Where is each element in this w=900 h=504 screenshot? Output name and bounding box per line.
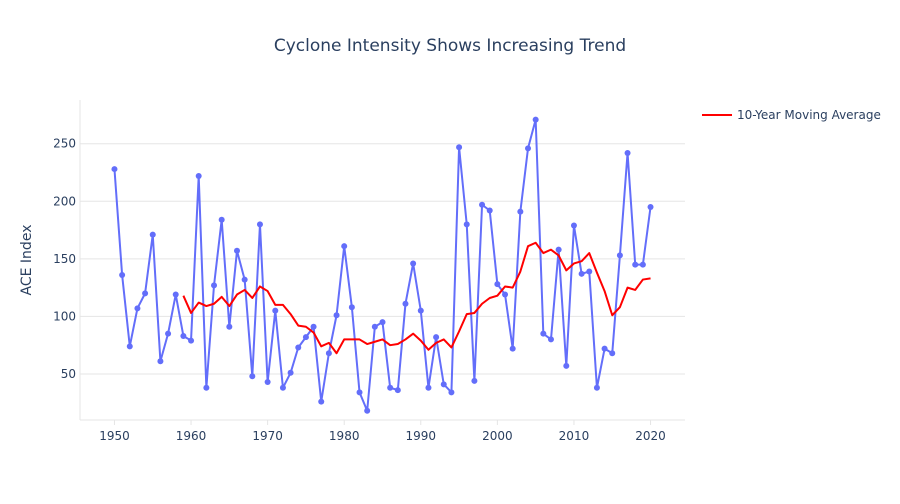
ace-data-point[interactable] <box>249 373 256 380</box>
ace-data-point[interactable] <box>195 172 202 179</box>
ace-data-point[interactable] <box>126 343 133 350</box>
ace-data-point[interactable] <box>555 246 562 253</box>
ace-data-point[interactable] <box>287 369 294 376</box>
ace-data-point[interactable] <box>272 307 279 314</box>
x-tick-label: 1950 <box>99 429 130 443</box>
y-tick-label: 200 <box>53 194 76 208</box>
ace-data-point[interactable] <box>471 377 478 384</box>
x-tick-label: 1980 <box>329 429 360 443</box>
ace-data-point[interactable] <box>616 252 623 259</box>
ace-data-point[interactable] <box>233 247 240 254</box>
ace-data-point[interactable] <box>264 379 271 386</box>
ace-data-point[interactable] <box>203 384 210 391</box>
ace-data-point[interactable] <box>410 260 417 267</box>
ace-data-point[interactable] <box>371 323 378 330</box>
ace-data-point[interactable] <box>509 345 516 352</box>
ace-data-point[interactable] <box>310 323 317 330</box>
ace-data-point[interactable] <box>279 384 286 391</box>
series-layer <box>111 116 654 414</box>
ace-data-point[interactable] <box>180 332 187 339</box>
moving-average-series-line[interactable] <box>182 241 651 355</box>
ace-data-point[interactable] <box>639 261 646 268</box>
ace-data-point[interactable] <box>525 145 532 152</box>
ace-data-point[interactable] <box>394 387 401 394</box>
ace-data-point[interactable] <box>601 345 608 352</box>
ace-data-point[interactable] <box>165 330 172 337</box>
ace-data-point[interactable] <box>425 384 432 391</box>
ace-data-point[interactable] <box>188 337 195 344</box>
ace-data-point[interactable] <box>502 291 509 298</box>
ace-data-point[interactable] <box>624 149 631 156</box>
ace-data-point[interactable] <box>479 201 486 208</box>
x-tick-label: 1970 <box>252 429 283 443</box>
ace-data-point[interactable] <box>547 336 554 343</box>
x-tick-label: 1960 <box>176 429 207 443</box>
ace-data-point[interactable] <box>142 290 149 297</box>
y-tick-label: 100 <box>53 309 76 323</box>
y-tick-label: 150 <box>53 252 76 266</box>
ace-data-point[interactable] <box>440 381 447 388</box>
y-tick-label: 250 <box>53 137 76 151</box>
ace-data-point[interactable] <box>256 221 263 228</box>
ace-data-point[interactable] <box>333 312 340 319</box>
legend[interactable]: 10-Year Moving Average <box>702 108 881 122</box>
ace-data-point[interactable] <box>570 222 577 229</box>
ace-data-point[interactable] <box>211 282 218 289</box>
ace-data-point[interactable] <box>241 276 248 283</box>
ace-data-point[interactable] <box>364 407 371 414</box>
ace-data-point[interactable] <box>463 221 470 228</box>
ace-data-point[interactable] <box>632 261 639 268</box>
legend-label[interactable]: 10-Year Moving Average <box>737 108 881 122</box>
x-tick-label: 2020 <box>635 429 666 443</box>
ace-data-point[interactable] <box>325 350 332 357</box>
ace-data-point[interactable] <box>486 207 493 214</box>
ace-data-point[interactable] <box>456 144 463 151</box>
ace-data-point[interactable] <box>172 291 179 298</box>
ace-data-point[interactable] <box>387 384 394 391</box>
ace-data-point[interactable] <box>134 305 141 312</box>
ace-data-point[interactable] <box>111 166 118 173</box>
axis-layer: 50 100 150 200 250 1950 1960 1970 1980 1990 2000 20… <box>53 100 685 443</box>
ace-data-point[interactable] <box>494 281 501 288</box>
ace-data-point[interactable] <box>517 208 524 215</box>
ace-data-point[interactable] <box>448 389 455 396</box>
ace-data-point[interactable] <box>402 300 409 307</box>
ace-data-point[interactable] <box>302 334 309 341</box>
y-axis-label: ACE Index <box>19 225 35 296</box>
ace-data-point[interactable] <box>318 398 325 405</box>
chart-title: Cyclone Intensity Shows Increasing Trend <box>274 36 626 56</box>
ace-data-point[interactable] <box>157 358 164 365</box>
ace-data-point[interactable] <box>356 389 363 396</box>
ace-data-point[interactable] <box>341 243 348 250</box>
ace-data-point[interactable] <box>433 334 440 341</box>
ace-data-point[interactable] <box>578 270 585 277</box>
ace-data-point[interactable] <box>593 384 600 391</box>
y-tick-label: 50 <box>61 367 76 381</box>
ace-data-point[interactable] <box>218 216 225 223</box>
x-tick-label: 1990 <box>406 429 437 443</box>
ace-series-line[interactable] <box>113 118 652 412</box>
ace-data-point[interactable] <box>563 362 570 369</box>
x-tick-label: 2010 <box>559 429 590 443</box>
ace-data-point[interactable] <box>226 323 233 330</box>
ace-data-point[interactable] <box>348 304 355 311</box>
ace-data-point[interactable] <box>609 350 616 357</box>
grid-layer <box>80 143 685 375</box>
ace-data-point[interactable] <box>540 330 547 337</box>
ace-data-point[interactable] <box>417 307 424 314</box>
x-tick-label: 2000 <box>482 429 513 443</box>
ace-data-point[interactable] <box>295 344 302 351</box>
ace-data-point[interactable] <box>586 268 593 275</box>
ace-data-point[interactable] <box>379 319 386 326</box>
ace-data-point[interactable] <box>119 271 126 278</box>
ace-data-point[interactable] <box>532 116 539 123</box>
ace-data-point[interactable] <box>149 231 156 238</box>
ace-data-point[interactable] <box>647 204 654 211</box>
